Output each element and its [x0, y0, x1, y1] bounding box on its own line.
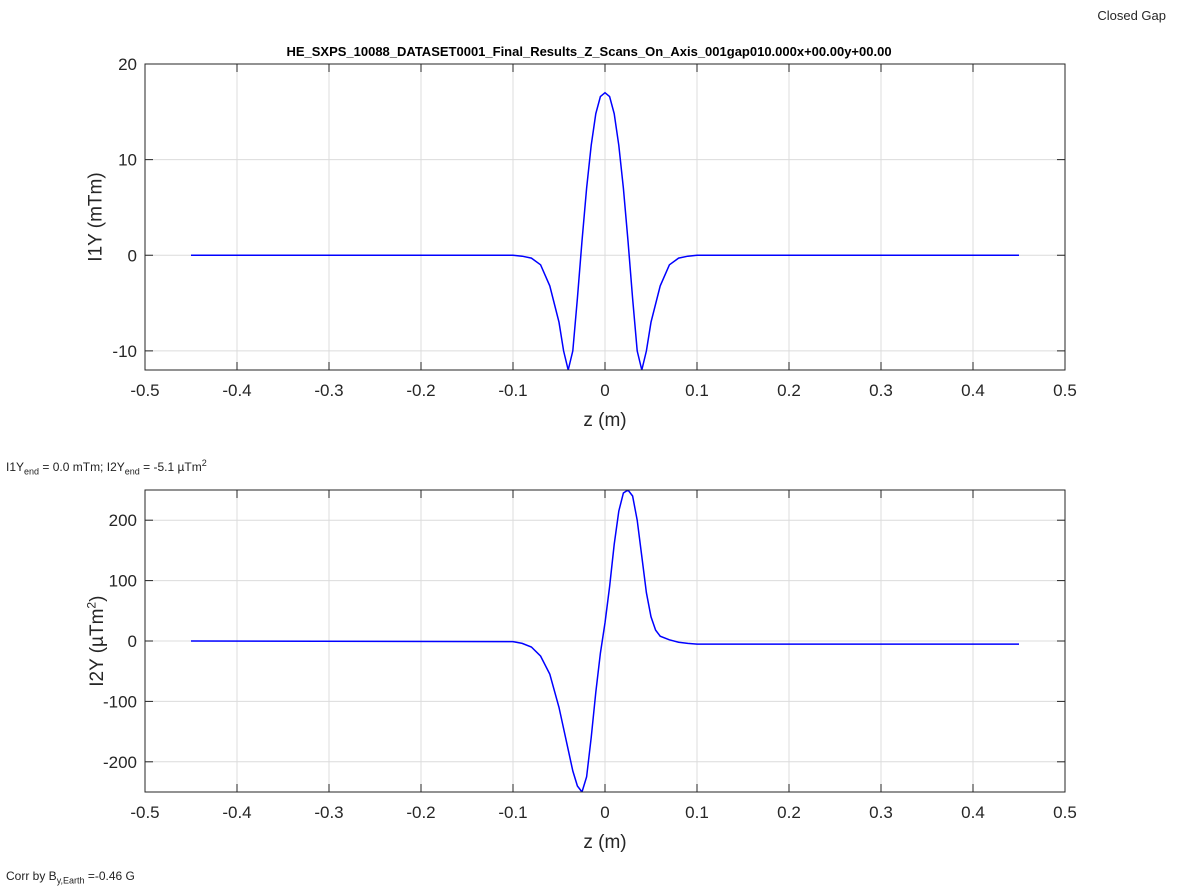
bottom-x-tick-label: 0.3 [869, 803, 893, 822]
integral-summary-superscript: 2 [201, 458, 207, 468]
integral-summary-subscript: end [124, 466, 140, 477]
integral-summary-part: = 0.0 mTm; I2Y [39, 460, 125, 474]
bottom-x-tick-label: 0.1 [685, 803, 709, 822]
bottom-x-tick-label: 0.2 [777, 803, 801, 822]
integral-summary-note: I1Yend = 0.0 mTm; I2Yend = -5.1 µTm2 [6, 458, 207, 476]
bottom-y-tick-label: -200 [103, 753, 137, 772]
bottom-y-tick-label: 100 [109, 572, 137, 591]
top-x-tick-label: 0.1 [685, 381, 709, 400]
top-plot: -0.5 -0.4 -0.3 -0.2 -0.1 0 0.1 0.2 0.3 0.4 0.5 -10 0… [112, 55, 1076, 431]
top-x-tick-label: 0 [600, 381, 609, 400]
bottom-x-tick-label: 0 [600, 803, 609, 822]
bottom-x-tick-label: -0.2 [406, 803, 435, 822]
top-y-tick-label: 0 [128, 246, 137, 265]
bottom-x-tick-label: 0.4 [961, 803, 985, 822]
top-x-tick-label: -0.1 [498, 381, 527, 400]
figure-title: HE_SXPS_10088_DATASET0001_Final_Results_… [286, 44, 892, 59]
integral-summary-subscript: end [24, 466, 40, 477]
earth-correction-note: Corr by By,Earth =-0.46 G [6, 869, 135, 885]
bottom-x-tick-label: -0.4 [222, 803, 251, 822]
bottom-x-axis-label: z (m) [583, 832, 626, 853]
top-x-tick-label: 0.5 [1053, 381, 1077, 400]
bottom-y-tick-label: -100 [103, 692, 137, 711]
earth-correction-part: Corr by B [6, 869, 57, 883]
bottom-x-tick-label: -0.1 [498, 803, 527, 822]
top-y-tick-label: 20 [118, 55, 137, 74]
earth-correction-part: =-0.46 G [84, 869, 135, 883]
bottom-x-tick-label: -0.3 [314, 803, 343, 822]
top-x-tick-label: 0.3 [869, 381, 893, 400]
bottom-x-tick-label: -0.5 [130, 803, 159, 822]
top-x-tick-label: -0.2 [406, 381, 435, 400]
bottom-plot: -0.5 -0.4 -0.3 -0.2 -0.1 0 0.1 0.2 0.3 0.4 0.5 -200… [103, 489, 1077, 853]
top-x-tick-label: 0.4 [961, 381, 985, 400]
top-x-tick-label: -0.5 [130, 381, 159, 400]
top-y-tick-label: 10 [118, 151, 137, 170]
bottom-y-tick-label: 0 [128, 632, 137, 651]
top-series-line [191, 91, 1019, 370]
top-y-tick-label: -10 [112, 342, 137, 361]
top-x-axis-label: z (m) [583, 410, 626, 431]
bottom-y-tick-label: 200 [109, 511, 137, 530]
bottom-x-tick-label: 0.5 [1053, 803, 1077, 822]
earth-correction-subscript: y,Earth [56, 875, 85, 886]
figure-corner-label: Closed Gap [1097, 8, 1166, 23]
top-x-tick-label: -0.3 [314, 381, 343, 400]
top-x-tick-label: -0.4 [222, 381, 251, 400]
bottom-series-line [190, 490, 1019, 792]
integral-summary-part: = -5.1 µTm [139, 460, 202, 474]
top-x-tick-label: 0.2 [777, 381, 801, 400]
integral-summary-part: I1Y [6, 460, 25, 474]
